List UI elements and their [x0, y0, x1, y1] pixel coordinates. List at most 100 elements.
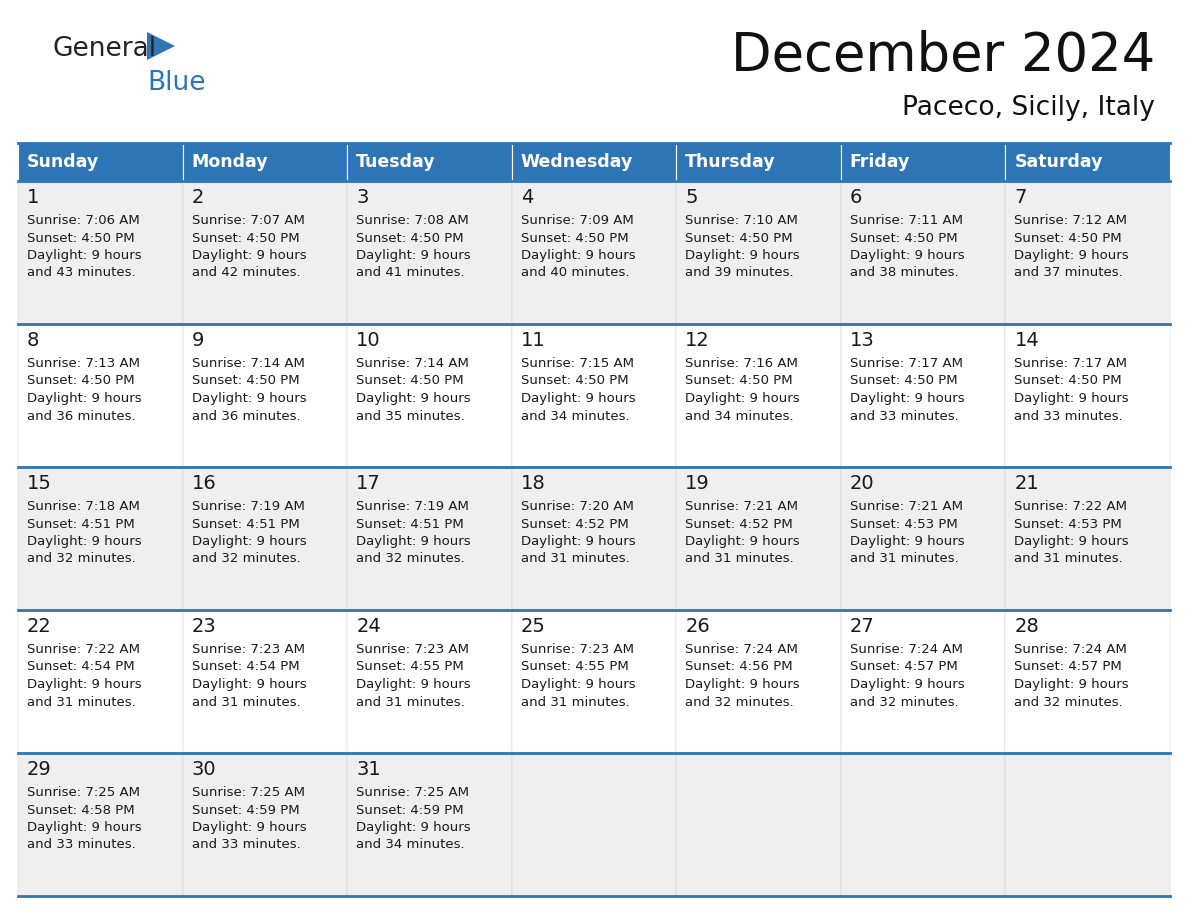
- Text: 19: 19: [685, 474, 710, 493]
- Text: and 32 minutes.: and 32 minutes.: [191, 553, 301, 565]
- Text: and 32 minutes.: and 32 minutes.: [685, 696, 794, 709]
- Text: Sunrise: 7:08 AM: Sunrise: 7:08 AM: [356, 214, 469, 227]
- Text: and 35 minutes.: and 35 minutes.: [356, 409, 465, 422]
- Text: and 33 minutes.: and 33 minutes.: [191, 838, 301, 852]
- Bar: [183, 143, 347, 181]
- Text: 25: 25: [520, 617, 545, 636]
- Polygon shape: [147, 32, 175, 60]
- Bar: [347, 324, 512, 467]
- Text: Paceco, Sicily, Italy: Paceco, Sicily, Italy: [902, 95, 1155, 121]
- Text: Sunrise: 7:22 AM: Sunrise: 7:22 AM: [1015, 500, 1127, 513]
- Text: and 31 minutes.: and 31 minutes.: [356, 696, 465, 709]
- Text: Monday: Monday: [191, 153, 268, 171]
- Text: Daylight: 9 hours: Daylight: 9 hours: [191, 249, 307, 262]
- Text: 26: 26: [685, 617, 710, 636]
- Text: Sunrise: 7:14 AM: Sunrise: 7:14 AM: [191, 357, 304, 370]
- Text: Sunrise: 7:24 AM: Sunrise: 7:24 AM: [685, 643, 798, 656]
- Bar: [841, 610, 1005, 753]
- Bar: [841, 324, 1005, 467]
- Text: 6: 6: [849, 188, 862, 207]
- Text: Daylight: 9 hours: Daylight: 9 hours: [520, 249, 636, 262]
- Bar: [1005, 143, 1170, 181]
- Text: Sunrise: 7:25 AM: Sunrise: 7:25 AM: [27, 786, 140, 799]
- Text: Sunrise: 7:20 AM: Sunrise: 7:20 AM: [520, 500, 633, 513]
- Text: Sunrise: 7:13 AM: Sunrise: 7:13 AM: [27, 357, 140, 370]
- Text: and 32 minutes.: and 32 minutes.: [1015, 696, 1123, 709]
- Text: Daylight: 9 hours: Daylight: 9 hours: [1015, 392, 1129, 405]
- Text: Sunset: 4:50 PM: Sunset: 4:50 PM: [849, 375, 958, 387]
- Text: Sunday: Sunday: [27, 153, 100, 171]
- Text: Sunset: 4:56 PM: Sunset: 4:56 PM: [685, 660, 792, 674]
- Text: Daylight: 9 hours: Daylight: 9 hours: [1015, 249, 1129, 262]
- Text: Sunset: 4:50 PM: Sunset: 4:50 PM: [520, 375, 628, 387]
- Text: Daylight: 9 hours: Daylight: 9 hours: [520, 392, 636, 405]
- Text: and 36 minutes.: and 36 minutes.: [191, 409, 301, 422]
- Bar: [512, 181, 676, 324]
- Bar: [347, 610, 512, 753]
- Text: 28: 28: [1015, 617, 1040, 636]
- Text: and 43 minutes.: and 43 minutes.: [27, 266, 135, 279]
- Bar: [676, 753, 841, 896]
- Text: Daylight: 9 hours: Daylight: 9 hours: [849, 249, 965, 262]
- Text: Daylight: 9 hours: Daylight: 9 hours: [685, 535, 800, 548]
- Text: and 38 minutes.: and 38 minutes.: [849, 266, 959, 279]
- Text: Sunrise: 7:06 AM: Sunrise: 7:06 AM: [27, 214, 140, 227]
- Text: and 31 minutes.: and 31 minutes.: [520, 696, 630, 709]
- Text: Daylight: 9 hours: Daylight: 9 hours: [27, 249, 141, 262]
- Text: and 41 minutes.: and 41 minutes.: [356, 266, 465, 279]
- Text: Daylight: 9 hours: Daylight: 9 hours: [27, 678, 141, 691]
- Bar: [18, 324, 183, 467]
- Text: Sunset: 4:50 PM: Sunset: 4:50 PM: [191, 375, 299, 387]
- Text: Sunset: 4:50 PM: Sunset: 4:50 PM: [27, 375, 134, 387]
- Text: Sunset: 4:59 PM: Sunset: 4:59 PM: [356, 803, 463, 816]
- Text: Daylight: 9 hours: Daylight: 9 hours: [356, 392, 470, 405]
- Text: 16: 16: [191, 474, 216, 493]
- Text: Sunrise: 7:15 AM: Sunrise: 7:15 AM: [520, 357, 633, 370]
- Text: Daylight: 9 hours: Daylight: 9 hours: [356, 821, 470, 834]
- Text: 1: 1: [27, 188, 39, 207]
- Text: Daylight: 9 hours: Daylight: 9 hours: [191, 535, 307, 548]
- Text: 14: 14: [1015, 331, 1040, 350]
- Text: Sunrise: 7:16 AM: Sunrise: 7:16 AM: [685, 357, 798, 370]
- Text: 7: 7: [1015, 188, 1026, 207]
- Text: 4: 4: [520, 188, 533, 207]
- Text: and 34 minutes.: and 34 minutes.: [685, 409, 794, 422]
- Bar: [676, 143, 841, 181]
- Text: 22: 22: [27, 617, 52, 636]
- Bar: [1005, 324, 1170, 467]
- Text: Daylight: 9 hours: Daylight: 9 hours: [191, 392, 307, 405]
- Text: Sunset: 4:50 PM: Sunset: 4:50 PM: [685, 231, 792, 244]
- Text: and 32 minutes.: and 32 minutes.: [27, 553, 135, 565]
- Text: Sunset: 4:55 PM: Sunset: 4:55 PM: [356, 660, 463, 674]
- Text: Sunrise: 7:25 AM: Sunrise: 7:25 AM: [191, 786, 304, 799]
- Text: Sunset: 4:51 PM: Sunset: 4:51 PM: [191, 518, 299, 531]
- Text: and 33 minutes.: and 33 minutes.: [27, 838, 135, 852]
- Text: and 37 minutes.: and 37 minutes.: [1015, 266, 1123, 279]
- Text: Blue: Blue: [147, 70, 206, 96]
- Text: Sunrise: 7:21 AM: Sunrise: 7:21 AM: [685, 500, 798, 513]
- Text: 23: 23: [191, 617, 216, 636]
- Text: Daylight: 9 hours: Daylight: 9 hours: [1015, 678, 1129, 691]
- Text: 3: 3: [356, 188, 368, 207]
- Bar: [183, 467, 347, 610]
- Text: Sunset: 4:51 PM: Sunset: 4:51 PM: [27, 518, 134, 531]
- Text: Daylight: 9 hours: Daylight: 9 hours: [191, 821, 307, 834]
- Text: Daylight: 9 hours: Daylight: 9 hours: [1015, 535, 1129, 548]
- Bar: [841, 143, 1005, 181]
- Text: Daylight: 9 hours: Daylight: 9 hours: [356, 678, 470, 691]
- Text: and 36 minutes.: and 36 minutes.: [27, 409, 135, 422]
- Text: December 2024: December 2024: [731, 30, 1155, 82]
- Bar: [183, 753, 347, 896]
- Text: Daylight: 9 hours: Daylight: 9 hours: [685, 678, 800, 691]
- Text: and 32 minutes.: and 32 minutes.: [356, 553, 465, 565]
- Text: Sunrise: 7:23 AM: Sunrise: 7:23 AM: [191, 643, 304, 656]
- Text: and 31 minutes.: and 31 minutes.: [520, 553, 630, 565]
- Bar: [347, 181, 512, 324]
- Bar: [18, 467, 183, 610]
- Bar: [841, 181, 1005, 324]
- Text: Sunrise: 7:23 AM: Sunrise: 7:23 AM: [520, 643, 633, 656]
- Text: Daylight: 9 hours: Daylight: 9 hours: [356, 535, 470, 548]
- Text: and 33 minutes.: and 33 minutes.: [849, 409, 959, 422]
- Text: Sunset: 4:50 PM: Sunset: 4:50 PM: [685, 375, 792, 387]
- Text: Sunset: 4:52 PM: Sunset: 4:52 PM: [520, 518, 628, 531]
